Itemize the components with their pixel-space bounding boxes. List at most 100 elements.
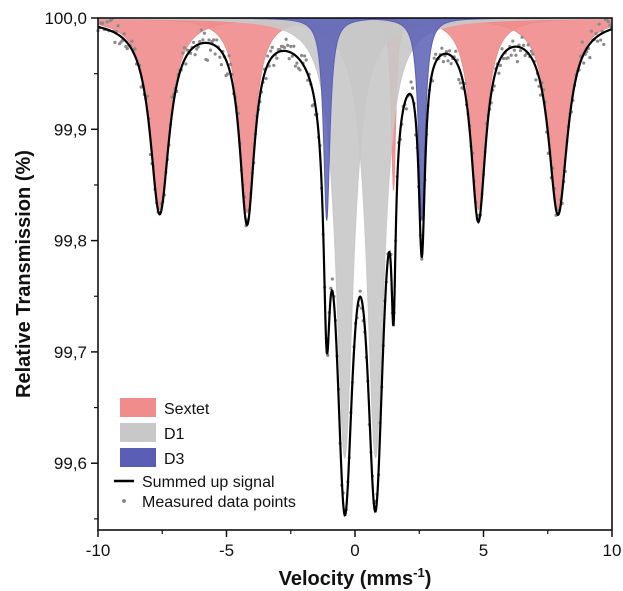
data-point — [105, 20, 109, 24]
data-point — [303, 54, 307, 58]
data-point — [497, 71, 501, 75]
data-point — [509, 53, 513, 57]
data-point — [219, 63, 223, 67]
data-point — [184, 62, 188, 66]
data-point — [580, 40, 584, 44]
data-point — [444, 49, 449, 54]
legend-d3-label: D3 — [164, 451, 185, 468]
data-point — [207, 38, 211, 42]
data-point — [506, 56, 510, 60]
summed-signal-line — [97, 25, 613, 517]
legend-summed-up-signal-label: Summed up signal — [142, 474, 275, 491]
x-tick-label: -10 — [86, 541, 111, 560]
data-point — [286, 43, 290, 47]
data-point — [514, 53, 518, 57]
data-point — [410, 86, 415, 90]
data-point — [202, 31, 206, 35]
data-point — [498, 63, 503, 68]
data-point — [101, 21, 105, 25]
data-point — [289, 44, 293, 48]
data-point — [264, 77, 268, 81]
x-axis-title-main: Velocity (mms — [279, 568, 414, 590]
data-point — [225, 72, 230, 76]
data-point — [218, 55, 222, 59]
y-axis-ticks: 99,6 99,7 99,8 99,9 100,0 — [44, 9, 98, 520]
data-point — [130, 39, 134, 43]
x-tick-label: 5 — [479, 541, 488, 560]
data-point — [122, 32, 126, 36]
legend-d3-swatch — [120, 448, 156, 467]
data-point — [454, 49, 458, 53]
data-point — [292, 44, 296, 48]
data-point — [113, 40, 117, 45]
data-point — [227, 54, 231, 58]
x-axis-title-sup: -1 — [413, 565, 425, 580]
data-point — [434, 52, 438, 56]
data-point — [515, 60, 520, 64]
data-point — [458, 81, 462, 85]
data-point — [447, 49, 452, 53]
data-point — [501, 56, 506, 61]
data-point — [284, 37, 288, 41]
data-point — [266, 54, 270, 58]
data-point — [457, 78, 461, 82]
data-point — [116, 24, 120, 28]
data-point — [358, 289, 362, 293]
x-axis-title-end: ) — [425, 568, 432, 590]
data-point — [409, 80, 413, 84]
data-point — [449, 61, 453, 66]
data-point — [212, 38, 216, 42]
data-point — [181, 51, 185, 55]
data-point — [589, 29, 594, 33]
data-point — [208, 48, 213, 52]
data-point — [213, 52, 217, 56]
data-point — [287, 56, 291, 61]
data-point — [582, 61, 586, 65]
legend-sextet-label: Sextet — [164, 401, 210, 418]
legend-measured-data-points-label: Measured data points — [142, 494, 296, 511]
data-point — [446, 59, 450, 63]
peak-d1-2 — [97, 17, 613, 459]
legend-d1-label: D1 — [164, 426, 185, 443]
data-point — [198, 40, 202, 44]
legend-d1-swatch — [120, 423, 156, 442]
data-point — [272, 63, 276, 67]
data-point — [538, 93, 543, 97]
data-point — [594, 31, 598, 36]
x-axis-ticks: -10 -5 0 5 10 — [86, 530, 622, 560]
data-point — [526, 43, 530, 47]
data-point — [529, 49, 533, 53]
data-point — [597, 22, 601, 26]
data-point — [275, 56, 279, 60]
data-point — [599, 38, 603, 42]
x-tick-label: 10 — [603, 541, 622, 560]
data-point — [531, 52, 535, 56]
data-point — [201, 38, 205, 42]
data-point — [192, 40, 196, 45]
data-point — [290, 54, 294, 58]
x-tick-label: 0 — [350, 541, 359, 560]
y-tick-label: 99,8 — [54, 232, 87, 251]
data-point — [293, 64, 297, 68]
y-tick-label: 99,7 — [54, 343, 87, 362]
data-point — [269, 49, 273, 53]
data-point — [270, 45, 274, 49]
data-point — [330, 277, 334, 281]
y-tick-label: 99,6 — [54, 454, 87, 473]
component-fills — [97, 17, 613, 459]
legend: Sextet D1 D3 Summed up signal Measured data … — [114, 398, 296, 511]
data-point — [534, 78, 538, 82]
data-point — [133, 47, 137, 51]
data-point — [182, 46, 186, 50]
data-point — [145, 94, 149, 98]
data-point — [205, 58, 210, 62]
data-point — [229, 62, 233, 67]
data-point — [125, 46, 129, 51]
data-point — [295, 61, 299, 65]
y-tick-label: 99,9 — [54, 120, 87, 139]
data-point — [588, 56, 592, 60]
y-axis-title: Relative Transmission (%) — [13, 150, 35, 398]
data-point — [440, 46, 444, 50]
x-axis-title: Velocity (mms-1) — [279, 565, 432, 590]
